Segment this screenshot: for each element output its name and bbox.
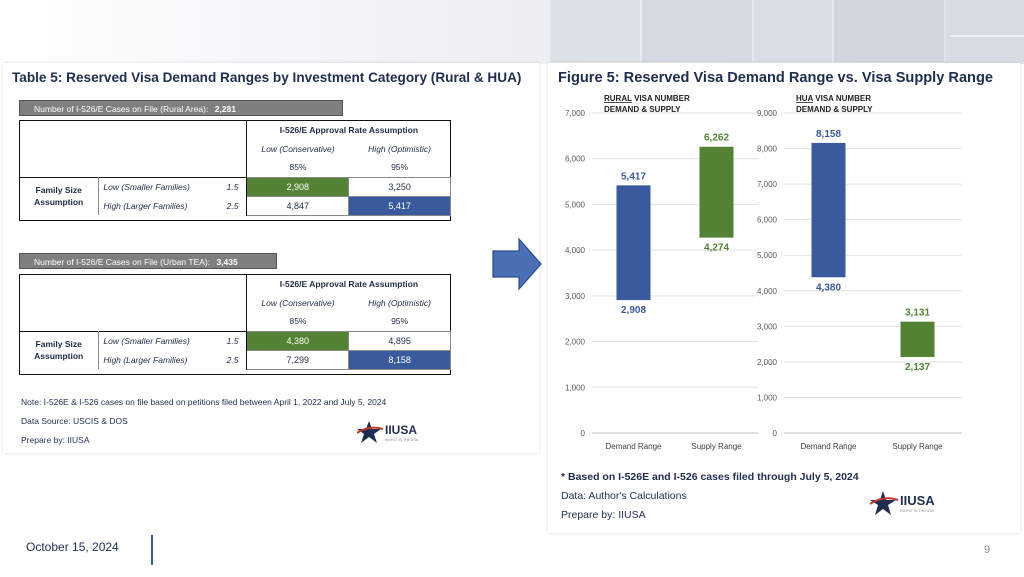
urban-cell-high-high: 8,158 xyxy=(348,349,451,370)
hua-category-label: Demand Range xyxy=(800,442,857,451)
rural-ytick-label: 4,000 xyxy=(565,246,586,255)
urban-cases-bar: Number of I-526/E Cases on File (Urban T… xyxy=(19,253,277,269)
figure-prepared: Prepare by: IIUSA xyxy=(561,509,646,521)
hua-bar-high-label: 3,131 xyxy=(905,308,930,319)
logo-star-icon: IIUSA INVEST IN THE USA xyxy=(869,491,935,515)
rural-cell-high-high: 5,417 xyxy=(348,195,451,216)
rural-ytick-label: 2,000 xyxy=(565,338,586,347)
hua-chart-title: HUA VISA NUMBER xyxy=(796,94,871,103)
urban-cell-high-low: 7,299 xyxy=(246,349,350,370)
logo-tagline-left: INVEST IN THE USA xyxy=(385,438,419,442)
hua-category-label: Supply Range xyxy=(892,442,943,451)
rural-bar-supply xyxy=(699,146,734,238)
urban-pct-low: 85% xyxy=(289,316,307,327)
table-title: Table 5: Reserved Visa Demand Ranges by … xyxy=(12,70,522,85)
footer-date: October 15, 2024 xyxy=(26,540,119,554)
logo-tagline-right: INVEST IN THE USA xyxy=(900,509,935,513)
rural-category-label: Demand Range xyxy=(605,442,662,451)
hua-ytick-label: 7,000 xyxy=(757,180,778,189)
hua-ytick-label: 1,000 xyxy=(757,393,778,402)
rural-bar-low-label: 4,274 xyxy=(704,243,729,254)
hua-bar-low-label: 4,380 xyxy=(816,282,841,293)
logo-text-left: IIUSA xyxy=(385,423,417,437)
urban-approval-header: I-526/E Approval Rate Assumption xyxy=(279,278,419,289)
rural-ytick-label: 6,000 xyxy=(565,155,586,164)
charts-svg: 0 1,000 2,000 3,000 4,000 5,000 6,000 7,000 RURA… xyxy=(565,94,962,451)
rural-cell-low-low: 2,908 xyxy=(246,176,350,197)
urban-pct-high: 95% xyxy=(391,316,409,327)
urban-table: I-526/E Approval Rate Assumption Low (Co… xyxy=(19,274,451,370)
rural-ytick-label: 7,000 xyxy=(565,109,586,118)
rural-bar-high-label: 5,417 xyxy=(621,171,646,182)
hua-ytick-label: 6,000 xyxy=(757,216,778,225)
hua-bar-high-label: 8,158 xyxy=(816,129,841,140)
urban-cell-low-high: 4,895 xyxy=(348,330,451,351)
logo-star-icon: IIUSA INVEST IN THE USA xyxy=(356,421,419,443)
hua-ytick-label: 4,000 xyxy=(757,287,778,296)
urban-row-low-mult: 1.5 xyxy=(218,331,248,350)
rural-col-high: High (Optimistic) xyxy=(368,143,431,154)
footer-divider xyxy=(151,535,153,565)
urban-row-high-mult: 2.5 xyxy=(218,350,248,369)
rural-ytick-label: 3,000 xyxy=(565,292,586,301)
right-arrow-icon xyxy=(492,237,542,291)
rural-row-high-label: High (Larger Families) xyxy=(103,200,188,211)
rural-family-size-label: Family Size Assumption xyxy=(19,177,100,215)
rural-category-label: Supply Range xyxy=(691,442,742,451)
urban-cell-low-low: 4,380 xyxy=(246,330,350,351)
rural-approval-header: I-526/E Approval Rate Assumption xyxy=(279,124,419,135)
rural-chart-title-line2: DEMAND & SUPPLY xyxy=(604,105,681,114)
rural-cases-label: Number of I-526/E Cases on File (Rural A… xyxy=(34,104,209,114)
hua-ytick-label: 8,000 xyxy=(757,145,778,154)
urban-col-low: Low (Conservative) xyxy=(261,297,335,308)
rural-row-high-mult: 2.5 xyxy=(218,196,248,215)
rural-table: I-526/E Approval Rate Assumption Low (Co… xyxy=(19,120,451,216)
urban-row-high-label: High (Larger Families) xyxy=(103,354,188,365)
hua-chart-title-line2: DEMAND & SUPPLY xyxy=(796,105,873,114)
hua-bar-demand xyxy=(811,142,846,278)
table-prepared: Prepare by: IIUSA xyxy=(21,435,90,445)
hua-bar-supply xyxy=(900,321,935,358)
urban-cases-value: 3,435 xyxy=(216,257,238,267)
rural-cases-value: 2,281 xyxy=(214,104,236,114)
table-source: Data Source: USCIS & DOS xyxy=(21,416,128,426)
rural-col-low: Low (Conservative) xyxy=(261,143,335,154)
figure-data-source: Data: Author's Calculations xyxy=(561,490,687,502)
rural-pct-low: 85% xyxy=(289,162,307,173)
logo-text-right: IIUSA xyxy=(900,493,935,508)
rural-ytick-label: 5,000 xyxy=(565,200,586,209)
rural-row-low-mult: 1.5 xyxy=(218,177,248,196)
hua-ytick-label: 2,000 xyxy=(757,358,778,367)
rural-ytick-label: 1,000 xyxy=(565,383,586,392)
iiusa-logo-right: IIUSA INVEST IN THE USA xyxy=(869,489,966,522)
figure-panel: Figure 5: Reserved Visa Demand Range vs.… xyxy=(548,63,1020,533)
urban-row-low-label: Low (Smaller Families) xyxy=(103,335,190,346)
figure-note: * Based on I-526E and I-526 cases filed … xyxy=(561,471,859,483)
rural-chart-title: RURAL VISA NUMBER xyxy=(604,94,690,103)
urban-col-high: High (Optimistic) xyxy=(368,297,431,308)
page-number: 9 xyxy=(984,544,991,556)
rural-pct-high: 95% xyxy=(391,162,409,173)
rural-bar-demand xyxy=(616,185,651,301)
rural-bar-low-label: 2,908 xyxy=(621,305,646,316)
hua-ytick-label: 5,000 xyxy=(757,251,778,260)
rural-cell-low-high: 3,250 xyxy=(348,176,451,197)
urban-family-size-label: Family Size Assumption xyxy=(19,331,100,369)
rural-bar-high-label: 6,262 xyxy=(704,133,729,144)
hua-ytick-label: 9,000 xyxy=(757,109,778,118)
iiusa-logo-left: IIUSA INVEST IN THE USA xyxy=(356,419,447,450)
rural-row-low-label: Low (Smaller Families) xyxy=(103,181,190,192)
urban-cases-label: Number of I-526/E Cases on File (Urban T… xyxy=(34,257,211,267)
figure-title: Figure 5: Reserved Visa Demand Range vs.… xyxy=(558,70,994,86)
hua-bar-low-label: 2,137 xyxy=(905,362,930,373)
rural-ytick-label: 0 xyxy=(581,429,586,438)
table-panel: Table 5: Reserved Visa Demand Ranges by … xyxy=(3,63,539,453)
rural-cases-bar: Number of I-526/E Cases on File (Rural A… xyxy=(19,100,343,116)
rural-cell-high-low: 4,847 xyxy=(246,195,350,216)
hua-ytick-label: 3,000 xyxy=(757,322,778,331)
hua-ytick-label: 0 xyxy=(773,429,778,438)
table-note: Note: I-526E & I-526 cases on file based… xyxy=(21,397,387,407)
